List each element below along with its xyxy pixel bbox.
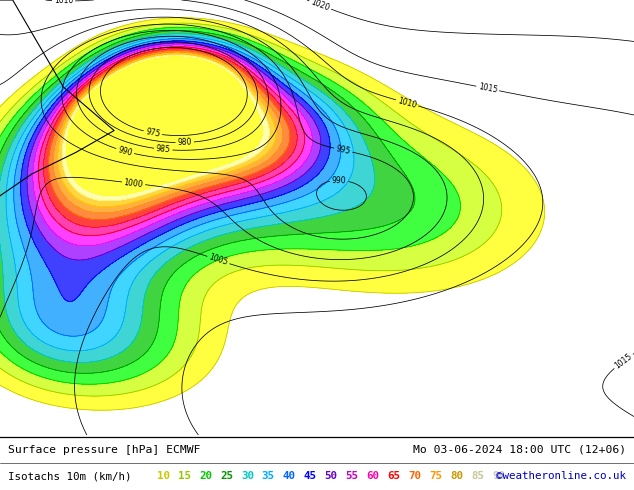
Text: 40: 40 (283, 471, 296, 481)
Text: 35: 35 (262, 471, 275, 481)
Text: 1010: 1010 (54, 0, 74, 6)
Text: 60: 60 (366, 471, 380, 481)
Text: ©weatheronline.co.uk: ©weatheronline.co.uk (496, 471, 626, 481)
Text: 990: 990 (117, 145, 133, 158)
Text: 1020: 1020 (309, 0, 331, 13)
Text: Isotachs 10m (km/h): Isotachs 10m (km/h) (8, 471, 138, 481)
Text: 20: 20 (199, 471, 212, 481)
Text: 990: 990 (332, 176, 347, 185)
Text: 80: 80 (450, 471, 463, 481)
Text: Surface pressure [hPa] ECMWF: Surface pressure [hPa] ECMWF (8, 445, 200, 455)
Text: 1005: 1005 (208, 253, 229, 268)
Text: 980: 980 (178, 138, 192, 147)
Text: 65: 65 (387, 471, 401, 481)
Text: 90: 90 (492, 471, 505, 481)
Text: 985: 985 (155, 144, 171, 154)
Text: 15: 15 (178, 471, 191, 481)
Text: 1015: 1015 (613, 352, 634, 370)
Text: 75: 75 (429, 471, 443, 481)
Text: 975: 975 (145, 127, 161, 139)
Text: 50: 50 (325, 471, 338, 481)
Text: 1010: 1010 (397, 96, 418, 110)
Text: 45: 45 (304, 471, 317, 481)
Text: 25: 25 (220, 471, 233, 481)
Text: 1000: 1000 (124, 178, 144, 189)
Text: 10: 10 (157, 471, 171, 481)
Text: 55: 55 (346, 471, 359, 481)
Text: Mo 03-06-2024 18:00 UTC (12+06): Mo 03-06-2024 18:00 UTC (12+06) (413, 445, 626, 455)
Text: 70: 70 (408, 471, 422, 481)
Text: 995: 995 (335, 144, 351, 156)
Text: 30: 30 (241, 471, 254, 481)
Text: 85: 85 (471, 471, 484, 481)
Text: 1015: 1015 (477, 82, 498, 95)
